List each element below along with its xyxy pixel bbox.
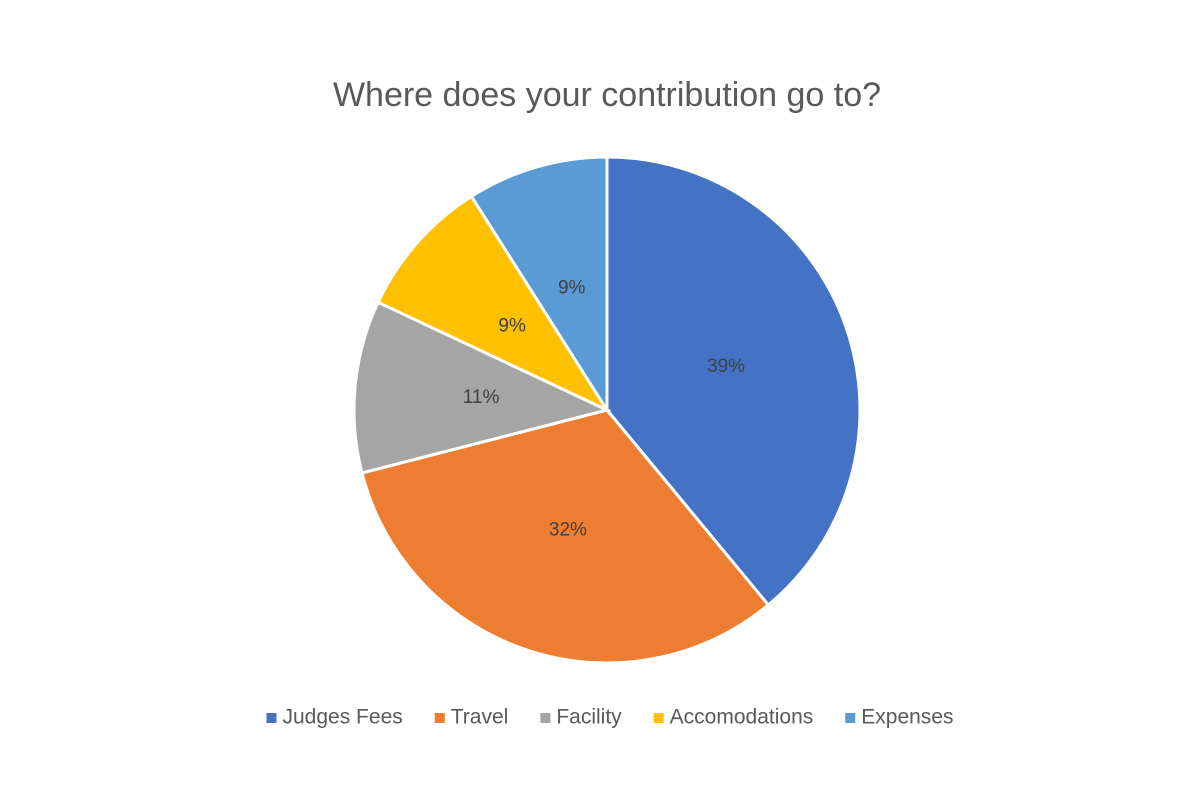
legend-swatch xyxy=(540,713,551,723)
data-label: 39% xyxy=(707,356,745,377)
legend-label: Facility xyxy=(556,706,622,729)
legend-label: Judges Fees xyxy=(283,706,403,729)
pie-slice xyxy=(469,155,609,416)
data-label: 32% xyxy=(549,519,587,540)
chart-title: Where does your contribution go to? xyxy=(333,76,881,114)
data-label: 9% xyxy=(558,278,586,299)
legend: Judges Fees Travel Facility Accomodations Ex… xyxy=(266,706,953,729)
pie-slice xyxy=(352,300,612,475)
legend-swatch xyxy=(266,713,277,723)
legend-swatch xyxy=(653,713,664,723)
data-label: 9% xyxy=(498,315,526,336)
legend-swatch xyxy=(845,713,856,723)
legend-swatch xyxy=(434,713,445,723)
legend-label: Expenses xyxy=(861,706,953,729)
pie-slice xyxy=(376,194,612,414)
data-label: 11% xyxy=(463,387,500,408)
legend-label: Accomodations xyxy=(670,706,814,729)
legend-label: Travel xyxy=(451,706,509,729)
pie-slice xyxy=(360,408,771,665)
pie-slice xyxy=(605,155,862,608)
